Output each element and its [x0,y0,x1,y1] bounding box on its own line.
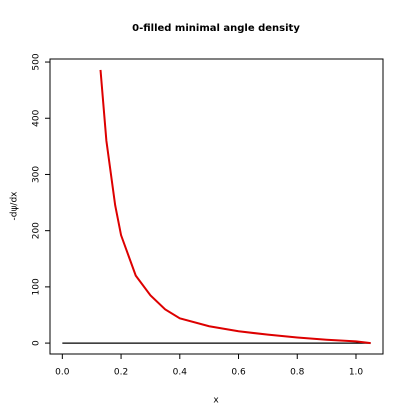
plot-box [49,58,384,355]
x-tick-label: 1.0 [349,368,364,378]
series-line [99,69,371,345]
y-tick-label: 200 [32,222,42,239]
x-tick-label: 0.2 [114,368,128,378]
x-tick-label: 0.6 [231,368,246,378]
y-tick-label: 300 [32,166,42,183]
y-tick-label: 400 [32,109,42,126]
y-axis-label: -dψ/dx [10,191,20,221]
x-tick-label: 0.4 [173,368,188,378]
x-axis-label: x [213,396,219,406]
chart-title: 0-filled minimal angle density [132,23,300,34]
x-tick-label: 0.0 [55,368,70,378]
x-tick-label: 0.8 [290,368,305,378]
y-tick-label: 0 [32,340,42,346]
y-tick-label: 500 [32,53,42,70]
y-tick-label: 100 [32,278,42,295]
